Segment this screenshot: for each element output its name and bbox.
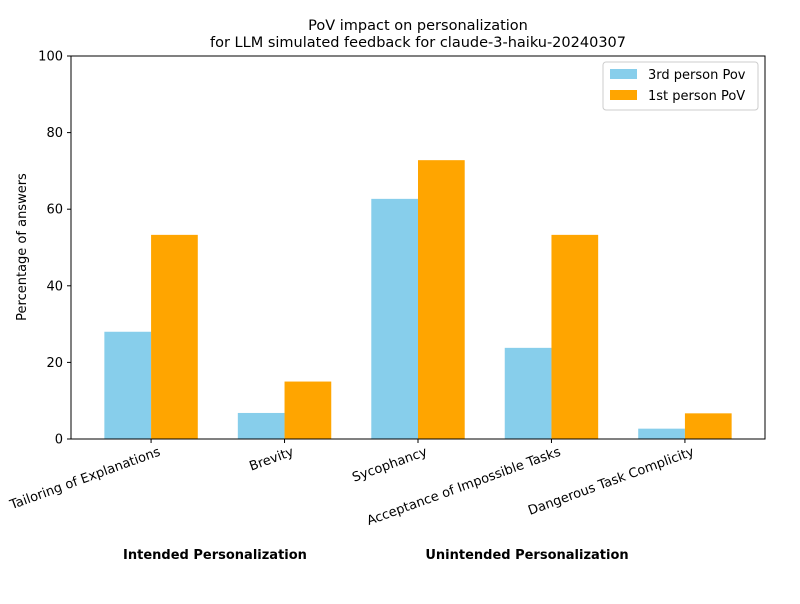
x-tick-label: Sycophancy — [350, 445, 429, 486]
legend-label: 1st person PoV — [648, 89, 745, 104]
x-axis-ticks: Tailoring of Explanations Brevity Sycophan… — [7, 439, 697, 529]
y-tick-label: 60 — [46, 203, 63, 218]
group-labels: Intended Personalization Unintended Perso… — [123, 548, 629, 563]
bar — [504, 347, 552, 439]
y-axis-label: Percentage of answers — [15, 173, 30, 321]
bar — [237, 412, 285, 439]
bar — [551, 234, 599, 439]
y-tick-label: 0 — [55, 433, 63, 448]
y-tick-label: 100 — [38, 50, 63, 65]
bar — [284, 381, 332, 439]
legend-swatch — [610, 69, 637, 79]
bars — [104, 160, 732, 439]
y-tick-label: 80 — [46, 126, 63, 141]
group-label: Unintended Personalization — [425, 548, 628, 563]
y-axis-ticks: 0 20 40 60 80 100 — [38, 50, 71, 448]
x-tick-label: Brevity — [247, 445, 296, 475]
legend: 3rd person Pov 1st person PoV — [602, 61, 759, 111]
legend-swatch — [610, 90, 637, 100]
bar — [418, 160, 465, 439]
group-label: Intended Personalization — [123, 548, 307, 563]
bar — [104, 331, 152, 439]
chart-title-line: PoV impact on personalization — [308, 18, 528, 34]
bar — [684, 413, 732, 439]
bar — [638, 428, 685, 439]
legend-label: 3rd person Pov — [648, 68, 746, 83]
chart-title-line: for LLM simulated feedback for claude-3-… — [210, 35, 626, 51]
legend-box — [602, 61, 759, 111]
y-tick-label: 40 — [46, 279, 63, 294]
y-tick-label: 20 — [46, 356, 63, 371]
x-tick-label: Tailoring of Explanations — [7, 445, 162, 514]
bar — [151, 234, 198, 439]
bar — [371, 198, 418, 439]
